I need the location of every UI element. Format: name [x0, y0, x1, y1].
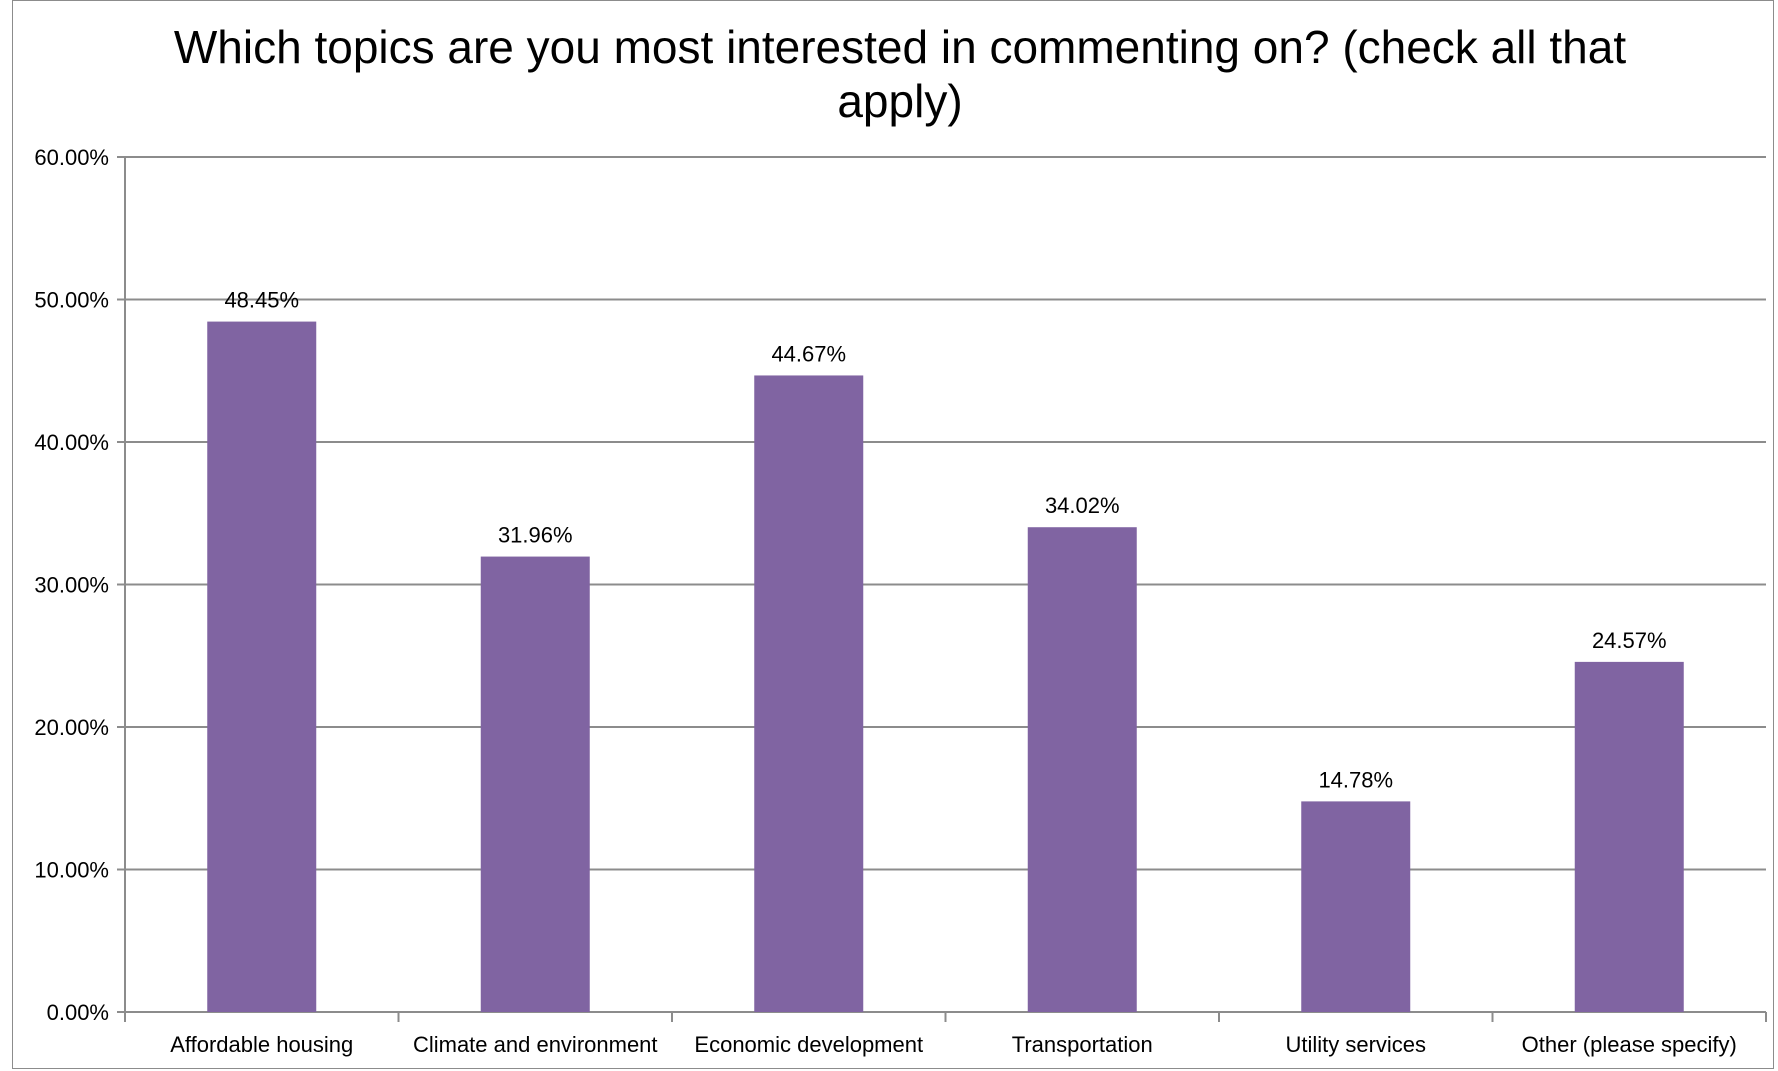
- x-category-label: Affordable housing: [170, 1032, 353, 1057]
- y-tick-label: 30.00%: [34, 573, 109, 598]
- y-tick-label: 0.00%: [47, 1000, 109, 1025]
- data-label: 44.67%: [771, 341, 846, 366]
- bar: [207, 321, 317, 1012]
- bar: [1027, 527, 1137, 1012]
- data-labels: 48.45% 31.96% 44.67% 34.02% 14.78% 24.57%: [224, 288, 1666, 793]
- x-category-label: Other (please specify): [1522, 1032, 1737, 1057]
- bar: [1574, 661, 1684, 1012]
- data-label: 34.02%: [1045, 493, 1120, 518]
- y-tick-label: 60.00%: [34, 145, 109, 170]
- gridlines: [125, 156, 1766, 871]
- y-tick-label: 50.00%: [34, 288, 109, 313]
- x-category-label: Transportation: [1012, 1032, 1153, 1057]
- y-tick-label: 10.00%: [34, 858, 109, 883]
- axes: [117, 156, 1767, 1022]
- x-axis-category-labels: Affordable housing Climate and environmen…: [170, 1032, 1737, 1057]
- y-tick-label: 20.00%: [34, 715, 109, 740]
- y-tick-label: 40.00%: [34, 430, 109, 455]
- chart-title: Which topics are you most interested in …: [173, 21, 1627, 127]
- data-label: 31.96%: [498, 523, 573, 548]
- bars: [207, 321, 1684, 1012]
- bar: [480, 556, 590, 1012]
- bar: [1301, 801, 1411, 1012]
- x-category-label: Economic development: [694, 1032, 923, 1057]
- y-axis-tick-labels: 0.00% 10.00% 20.00% 30.00% 40.00% 50.00% 60.00…: [34, 145, 109, 1025]
- x-category-label: Climate and environment: [413, 1032, 658, 1057]
- data-label: 14.78%: [1318, 767, 1393, 792]
- bar: [754, 375, 864, 1012]
- data-label: 24.57%: [1592, 628, 1667, 653]
- x-category-label: Utility services: [1285, 1032, 1426, 1057]
- data-label: 48.45%: [224, 288, 299, 313]
